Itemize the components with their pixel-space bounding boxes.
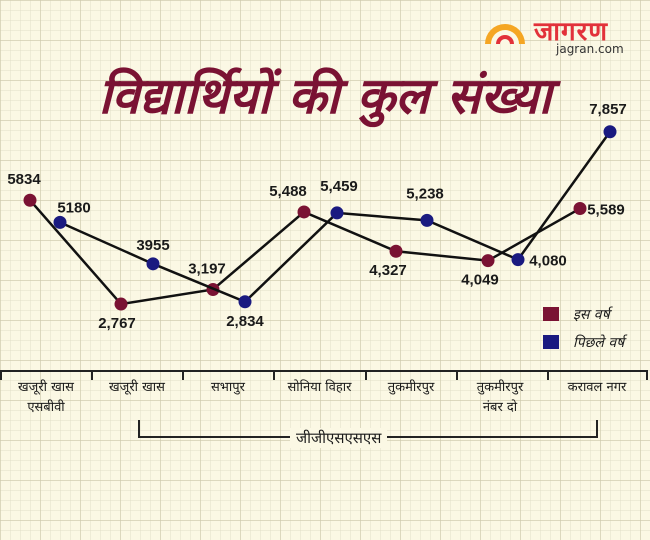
data-label: 5180 (57, 199, 90, 216)
data-point (389, 244, 403, 258)
x-tick-label: तुकमीरपुर नंबर दो (476, 380, 524, 415)
data-label: 5834 (7, 171, 41, 188)
legend-label-current: इस वर्ष (573, 306, 610, 323)
data-label: 4,327 (369, 262, 407, 279)
legend: इस वर्ष पिछले वर्ष (543, 300, 624, 356)
data-point (114, 297, 128, 311)
x-axis: खजूरी खास एसबीवी खजूरी खास सभापुर सोनिया… (0, 370, 650, 440)
line-chart: 5834 2,767 3,197 5,488 4,327 4,049 5,589 5180 39… (7, 101, 627, 332)
logo-name: जागरण (534, 17, 609, 47)
x-tick (456, 370, 458, 380)
data-point (23, 193, 37, 207)
data-point (603, 125, 617, 139)
data-label: 2,767 (98, 315, 136, 332)
x-tick (547, 370, 549, 380)
legend-swatch-previous (543, 335, 559, 349)
data-point (330, 206, 344, 220)
x-tick (365, 370, 367, 380)
legend-swatch-current (543, 307, 559, 321)
x-tick (182, 370, 184, 380)
data-label: 5,238 (406, 185, 444, 202)
x-tick-label: सभापुर (211, 380, 245, 395)
data-label: 5,488 (269, 183, 307, 200)
x-tick (91, 370, 93, 380)
data-point (297, 205, 311, 219)
legend-item-current: इस वर्ष (543, 300, 624, 328)
legend-label-previous: पिछले वर्ष (573, 334, 625, 351)
data-point (238, 295, 252, 309)
data-label: 3955 (136, 237, 169, 254)
chart-title: विद्यार्थियों की कुल संख्या (98, 66, 552, 125)
x-tick-label: खजूरी खास एसबीवी (18, 380, 74, 415)
data-label: 4,049 (461, 272, 499, 289)
data-label: 3,197 (188, 260, 226, 277)
x-axis-line (0, 370, 648, 372)
data-label: 5,459 (320, 178, 358, 195)
data-point (573, 202, 587, 216)
legend-item-previous: पिछले वर्ष (543, 328, 624, 356)
x-tick-label: करावल नगर (567, 380, 627, 395)
x-tick-label: खजूरी खास (109, 380, 165, 395)
group-label: जीजीएसएसएस (290, 428, 388, 448)
data-point (481, 254, 495, 268)
data-point (420, 213, 434, 227)
x-tick (646, 370, 648, 380)
data-point (511, 253, 525, 267)
data-label: 7,857 (589, 101, 627, 118)
x-tick (0, 370, 2, 380)
data-point (146, 257, 160, 271)
logo-url: jagran.com (556, 42, 624, 56)
rising-sun-icon (485, 24, 525, 44)
data-label: 2,834 (226, 313, 264, 330)
x-tick-label: सोनिया विहार (287, 380, 352, 395)
data-label: 5,589 (587, 202, 625, 219)
data-label: 4,080 (529, 253, 567, 270)
data-point (53, 215, 67, 229)
x-tick (273, 370, 275, 380)
x-tick-label: तुकमीरपुर (387, 380, 435, 395)
jagran-logo: जागरण jagran.com (482, 12, 642, 62)
